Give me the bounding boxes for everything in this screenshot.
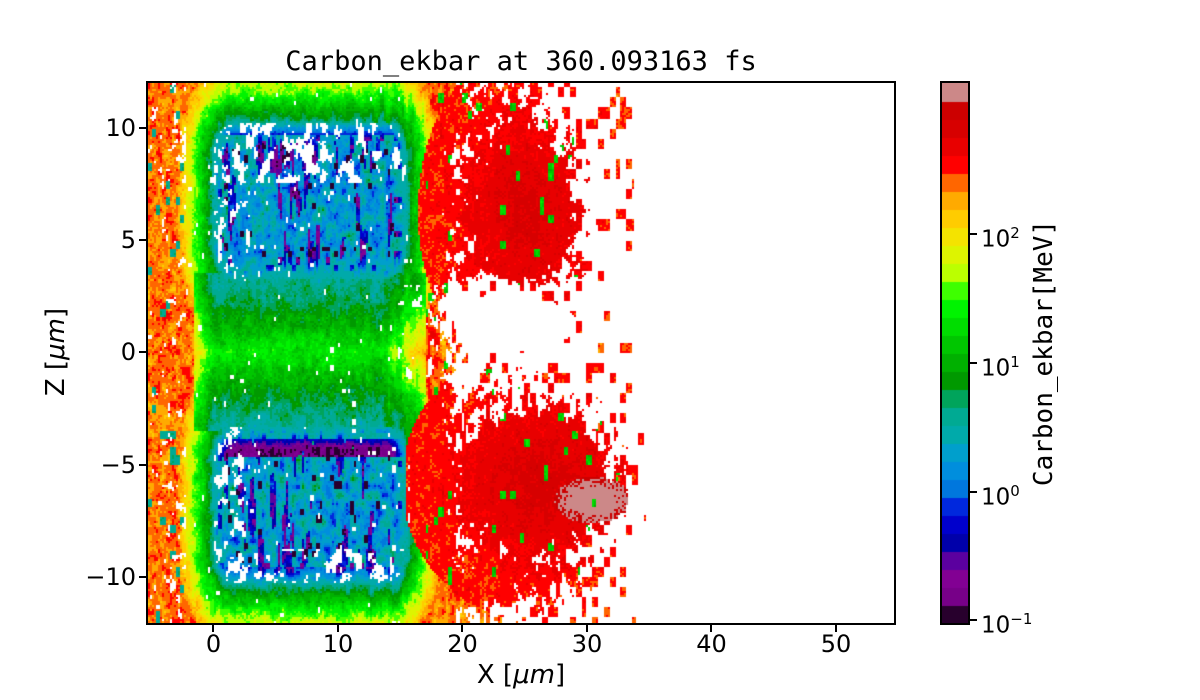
x-tick-mark — [461, 625, 464, 632]
y-tick-label: 5 — [120, 226, 136, 255]
colorbar-tick-mark — [970, 619, 977, 622]
y-tick-mark — [139, 463, 146, 466]
x-tick-mark — [710, 625, 713, 632]
colorbar-tick-base: 10 — [981, 613, 1011, 640]
y-tick-label: −10 — [85, 562, 136, 591]
x-tick-mark — [585, 625, 588, 632]
x-axis-label: X [μm] — [148, 660, 894, 690]
colorbar-canvas — [942, 83, 968, 623]
colorbar-tick-label: 101 — [981, 349, 1020, 382]
x-tick-label: 30 — [571, 630, 603, 658]
y-tick-label: −5 — [100, 450, 136, 479]
heatmap-canvas — [148, 83, 894, 623]
x-tick-label: 10 — [322, 630, 354, 658]
y-tick-label: 0 — [120, 338, 136, 367]
y-axis-label-prefix: Z [ — [41, 359, 71, 397]
x-tick-label: 0 — [205, 630, 222, 658]
y-tick-mark — [139, 575, 146, 578]
colorbar-frame — [940, 81, 970, 625]
x-axis-label-suffix: ] — [554, 660, 566, 690]
x-tick-label: 20 — [447, 630, 478, 658]
x-tick-label: 50 — [820, 630, 852, 658]
y-tick-label: 10 — [105, 114, 136, 143]
plot-title: Carbon_ekbar at 360.093163 fs — [285, 46, 757, 77]
colorbar-tick-base: 10 — [981, 484, 1011, 511]
x-tick-mark — [336, 625, 339, 632]
colorbar-tick-label: 102 — [981, 220, 1020, 253]
colorbar-tick-mark — [970, 361, 977, 364]
colorbar-tick-exponent: 1 — [1010, 352, 1020, 371]
x-tick-label: 40 — [696, 630, 727, 658]
colorbar-tick-label: 100 — [981, 478, 1020, 511]
plot-frame — [146, 81, 896, 625]
y-tick-mark — [139, 351, 146, 354]
x-tick-mark — [212, 625, 215, 632]
colorbar-tick-exponent: −1 — [1010, 610, 1033, 629]
colorbar-tick-base: 10 — [981, 355, 1011, 382]
colorbar-tick-mark — [970, 490, 977, 493]
colorbar-label: Carbon_ekbar[MeV] — [1029, 219, 1059, 487]
colorbar-tick-base: 10 — [981, 226, 1011, 253]
x-axis-label-prefix: X [ — [476, 660, 514, 690]
colorbar-tick-label: 10−1 — [981, 606, 1032, 639]
colorbar-tick-exponent: 2 — [1010, 223, 1020, 242]
x-axis-label-unit: μm — [513, 660, 555, 690]
y-tick-mark — [139, 239, 146, 242]
y-tick-mark — [139, 127, 146, 130]
y-axis-label-unit: μm — [41, 318, 71, 360]
x-tick-mark — [834, 625, 837, 632]
y-axis-label-suffix: ] — [41, 307, 71, 319]
colorbar-tick-exponent: 0 — [1010, 481, 1020, 500]
colorbar-tick-mark — [970, 232, 977, 235]
y-axis-label: Z [μm] — [41, 202, 75, 502]
